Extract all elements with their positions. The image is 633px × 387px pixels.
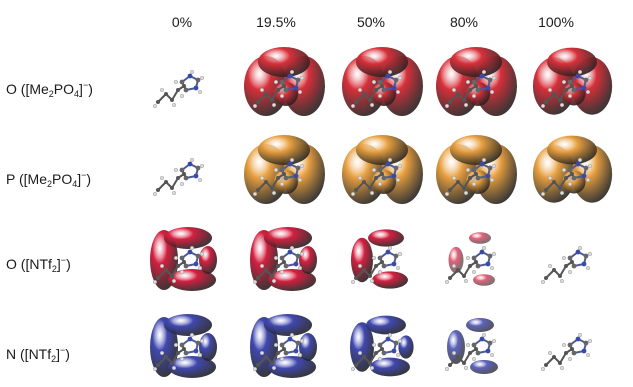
cation-molecule-icon	[252, 332, 305, 372]
cation-molecule-icon	[350, 69, 403, 109]
cation-molecule-icon	[540, 332, 593, 372]
cell-r2-c1	[232, 218, 332, 298]
cation-molecule-icon	[152, 332, 205, 372]
column-header-2: 50%	[356, 14, 386, 30]
isosurface-icon	[447, 318, 498, 374]
cation-molecule-icon	[252, 157, 305, 197]
cell-r3-c1	[232, 305, 332, 385]
column-header-4: 100%	[538, 14, 574, 30]
cation-molecule-icon	[252, 69, 305, 109]
cell-r3-c2	[330, 305, 430, 385]
cell-r2-c3	[424, 218, 524, 298]
cell-r3-c4	[520, 305, 620, 385]
column-header-1: 19.5%	[256, 14, 296, 30]
cell-r2-c4	[520, 218, 620, 298]
row-label-1: P ([Me2PO4]−)	[6, 170, 92, 189]
cation-molecule-icon	[444, 69, 497, 109]
cell-r1-c1	[232, 130, 332, 210]
cell-r2-c0	[132, 218, 232, 298]
cation-molecule-icon	[444, 332, 497, 372]
cell-r3-c3	[424, 305, 524, 385]
isosurface-icon	[448, 232, 495, 286]
cation-molecule-icon	[152, 245, 205, 285]
column-header-3: 80%	[449, 14, 479, 30]
isosurface-icon	[350, 315, 414, 377]
cation-molecule-icon	[152, 157, 205, 197]
isosurface-icon	[351, 229, 408, 289]
row-label-0: O ([Me2PO4]−)	[6, 80, 93, 99]
cell-r1-c4	[520, 130, 620, 210]
cation-molecule-icon	[350, 245, 403, 285]
cation-molecule-icon	[152, 69, 205, 109]
cation-molecule-icon	[350, 157, 403, 197]
row-label-3: N ([NTf2]−)	[6, 345, 70, 364]
cation-molecule-icon	[444, 157, 497, 197]
cell-r1-c2	[330, 130, 430, 210]
cation-molecule-icon	[540, 69, 593, 109]
cell-r1-c0	[132, 130, 232, 210]
row-label-2: O ([NTf2]−)	[6, 255, 71, 274]
cell-r1-c3	[424, 130, 524, 210]
cation-molecule-icon	[252, 245, 305, 285]
cell-r2-c2	[330, 218, 430, 298]
cation-molecule-icon	[540, 157, 593, 197]
cell-r0-c2	[330, 42, 430, 122]
cation-molecule-icon	[540, 245, 593, 285]
cation-molecule-icon	[444, 245, 497, 285]
cell-r0-c1	[232, 42, 332, 122]
cell-r0-c3	[424, 42, 524, 122]
column-header-0: 0%	[171, 14, 193, 30]
cation-molecule-icon	[350, 332, 403, 372]
cell-r0-c4	[520, 42, 620, 122]
cell-r0-c0	[132, 42, 232, 122]
cell-r3-c0	[132, 305, 232, 385]
